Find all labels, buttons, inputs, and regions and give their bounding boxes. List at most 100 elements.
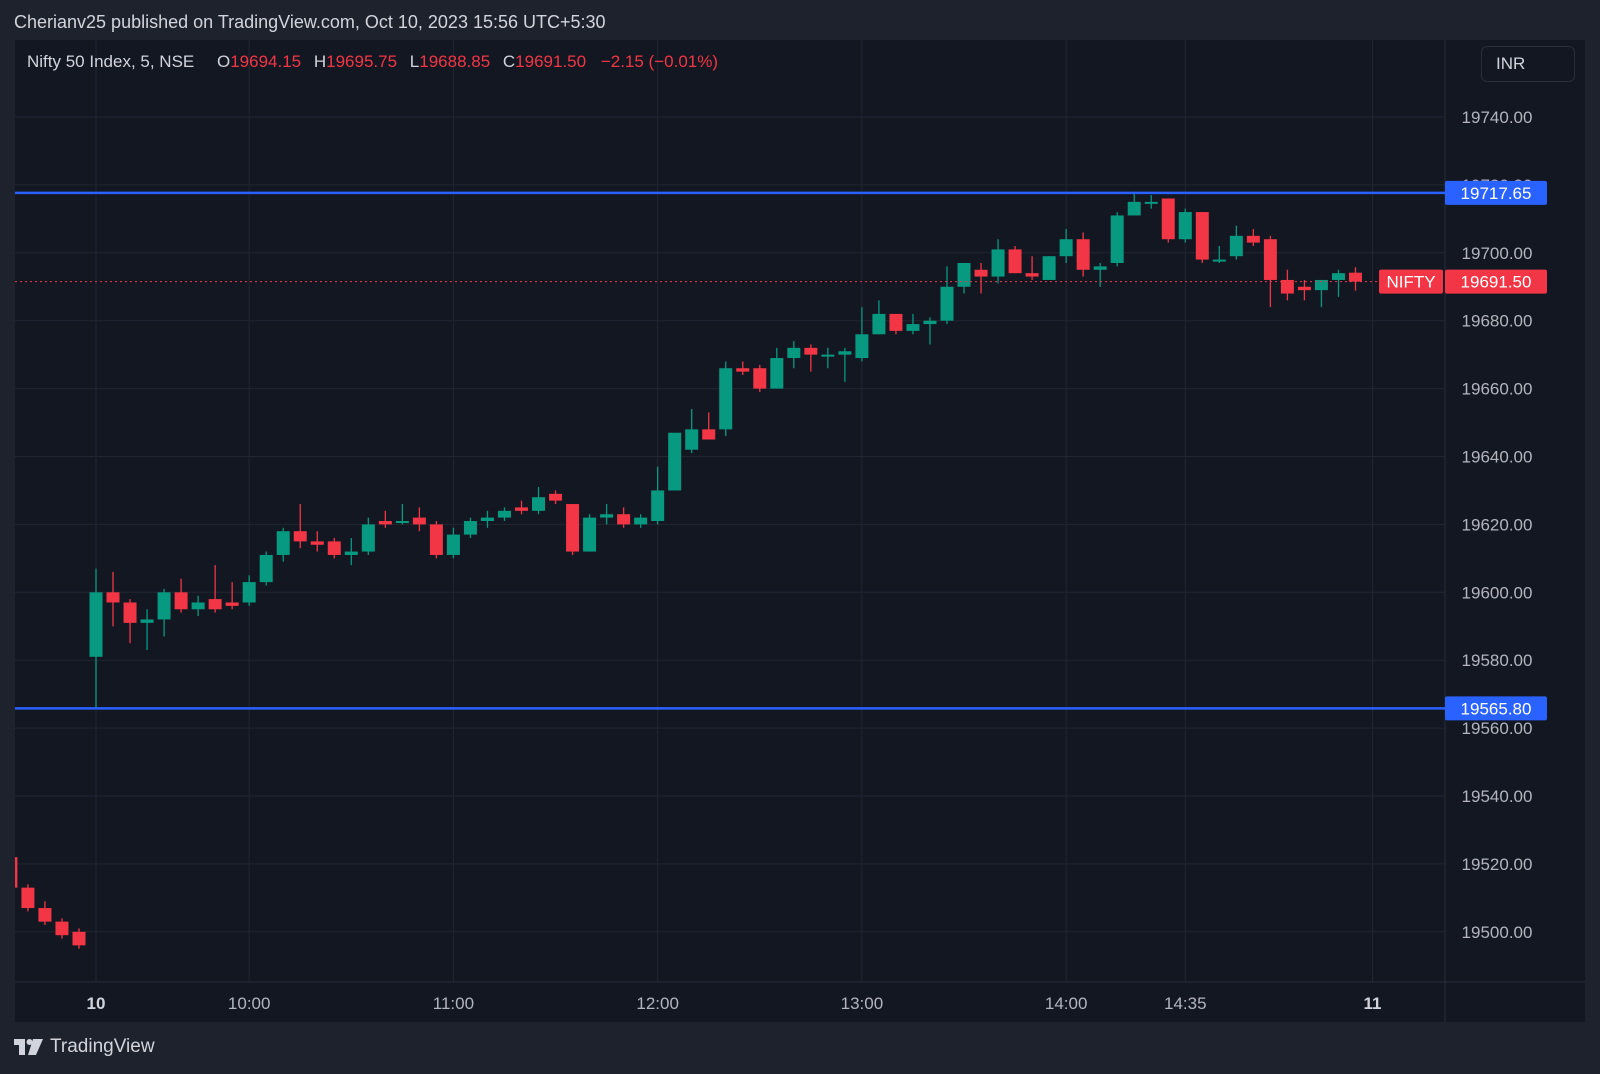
low-value: 19688.85 [419,52,491,71]
candle-body [685,429,699,450]
candle-body [855,334,869,359]
candle [719,361,733,437]
candle [395,504,409,525]
candle-body [310,541,324,545]
high-value: 19695.75 [326,52,398,71]
y-tick-label: 19620.00 [1462,515,1533,534]
candle-body [276,531,290,555]
candle [991,239,1005,284]
candle-body [719,368,733,430]
candle-body [1025,273,1039,277]
tradingview-logo-icon [14,1039,43,1055]
candle-body [72,931,86,946]
candle-body [957,262,971,287]
candle [157,588,171,637]
candle-body [1195,212,1209,260]
candle-body [242,582,256,603]
candle-body [1331,273,1345,280]
candle-body [21,887,35,909]
candle-body [446,534,460,555]
y-tick-label: 19580.00 [1462,651,1533,670]
candle [361,517,375,555]
candlestick-chart[interactable]: 19740.0019720.0019700.0019680.0019660.00… [15,40,1585,1022]
candle [1246,229,1260,247]
horizontal-level-tag: 19717.65 [1445,180,1547,205]
symbol-tag: NIFTY [1379,269,1443,294]
candle-body [549,493,563,501]
candle [123,599,137,644]
candle [38,901,52,926]
candle [1348,267,1362,291]
candle-body [787,347,801,359]
candle [1008,246,1022,274]
close-value: 19691.50 [515,52,587,71]
candle [770,347,784,389]
candle-body [1178,212,1192,240]
tradingview-logo[interactable]: TradingView [14,1036,155,1058]
candle [532,487,546,515]
candle-body [838,351,852,355]
candle [753,364,767,392]
candle [566,504,580,555]
level-tag-label: 19565.80 [1461,699,1532,718]
low-label: L [409,52,420,71]
candle-body [1314,279,1328,291]
publish-info: Cherianv25 published on TradingView.com,… [14,12,606,32]
level-tag-label: 19717.65 [1461,184,1532,203]
horizontal-level-tag: 19565.80 [1445,696,1547,721]
chart-panel[interactable]: 19740.0019720.0019700.0019680.0019660.00… [15,40,1585,1022]
candle [21,884,35,912]
candle-body [1093,266,1107,270]
candle-body [15,857,18,888]
candle-body [38,908,52,922]
candle [872,300,886,335]
candle [191,595,205,617]
candle-body [736,368,750,372]
candle [1212,246,1226,263]
close-label: C [502,52,516,71]
candle [600,504,614,525]
symbol-tag-background [1379,269,1443,294]
candle-body [225,602,239,606]
x-tick-label: 14:00 [1045,994,1088,1013]
candle-body [906,324,920,331]
y-tick-label: 19700.00 [1462,244,1533,263]
x-tick-label: 10 [87,994,106,1013]
candle [1331,269,1345,297]
candle [1076,232,1090,277]
candle [736,361,750,376]
candle [463,517,477,538]
y-tick-label: 19520.00 [1462,855,1533,874]
candle-body [923,320,937,325]
candle-body [566,504,580,552]
candle [140,609,154,651]
candle [906,313,920,335]
candle-body [940,286,954,321]
candle [480,510,494,528]
candle [1025,256,1039,280]
candle-body [1127,201,1141,216]
candle [1161,198,1175,243]
x-tick-label: 13:00 [841,994,884,1013]
level-tag-background [1445,180,1547,205]
candle-body [497,510,511,518]
candle [378,510,392,528]
candle-body [395,521,409,524]
currency-button[interactable]: INR [1481,46,1575,82]
level-tag-background [1445,696,1547,721]
candle-body [480,517,494,522]
candle-body [770,358,784,389]
open-value: 19694.15 [230,52,302,71]
candle-body [1161,198,1175,240]
candle-body [429,524,443,555]
candle-body [157,592,171,620]
candle [497,507,511,522]
candle-body [651,490,665,522]
x-tick-label: 11:00 [433,994,474,1013]
candle [15,857,18,888]
candle [549,490,563,505]
candle-body [1042,256,1056,280]
candle [1314,279,1328,308]
candle-body [1212,259,1226,262]
candle [1178,208,1192,243]
